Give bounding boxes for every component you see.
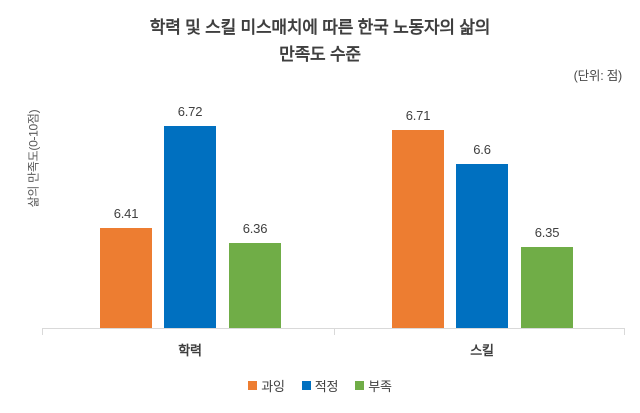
legend-item[interactable]: 과잉 — [248, 376, 285, 395]
bar-value-label: 6.72 — [177, 104, 203, 119]
bar-value-label: 6.36 — [242, 221, 268, 236]
bar — [164, 126, 216, 328]
axis-tick-left — [42, 328, 43, 335]
legend-swatch-icon — [248, 381, 258, 390]
legend-label: 부족 — [368, 379, 392, 394]
x-axis-line — [42, 328, 625, 329]
bar — [100, 228, 152, 328]
bar — [229, 243, 281, 328]
bar-value-label: 6.6 — [473, 142, 491, 157]
axis-tick-middle — [334, 328, 335, 335]
legend-item[interactable]: 적정 — [301, 376, 339, 395]
legend-label: 적정 — [314, 379, 339, 394]
legend-swatch-icon — [301, 381, 311, 390]
bar-value-label: 6.41 — [113, 206, 139, 221]
legend-label: 과잉 — [261, 379, 285, 394]
bar — [521, 247, 573, 328]
chart-title: 학력 및 스킬 미스매치에 따른 한국 노동자의 삶의 만족도 수준 — [149, 18, 491, 64]
bar-value-label: 6.35 — [534, 225, 560, 240]
legend-swatch-icon — [355, 381, 365, 390]
legend-item[interactable]: 부족 — [355, 376, 392, 395]
bar — [392, 130, 444, 328]
axis-tick-right — [624, 328, 625, 335]
unit-note: (단위: 점) — [573, 69, 623, 83]
bar — [456, 164, 508, 328]
x-axis-category-label: 스킬 — [470, 343, 494, 358]
chart-legend: 과잉 적정 부족 — [0, 376, 640, 395]
bar-value-label: 6.71 — [405, 108, 431, 123]
x-axis-category-label: 학력 — [178, 343, 202, 358]
